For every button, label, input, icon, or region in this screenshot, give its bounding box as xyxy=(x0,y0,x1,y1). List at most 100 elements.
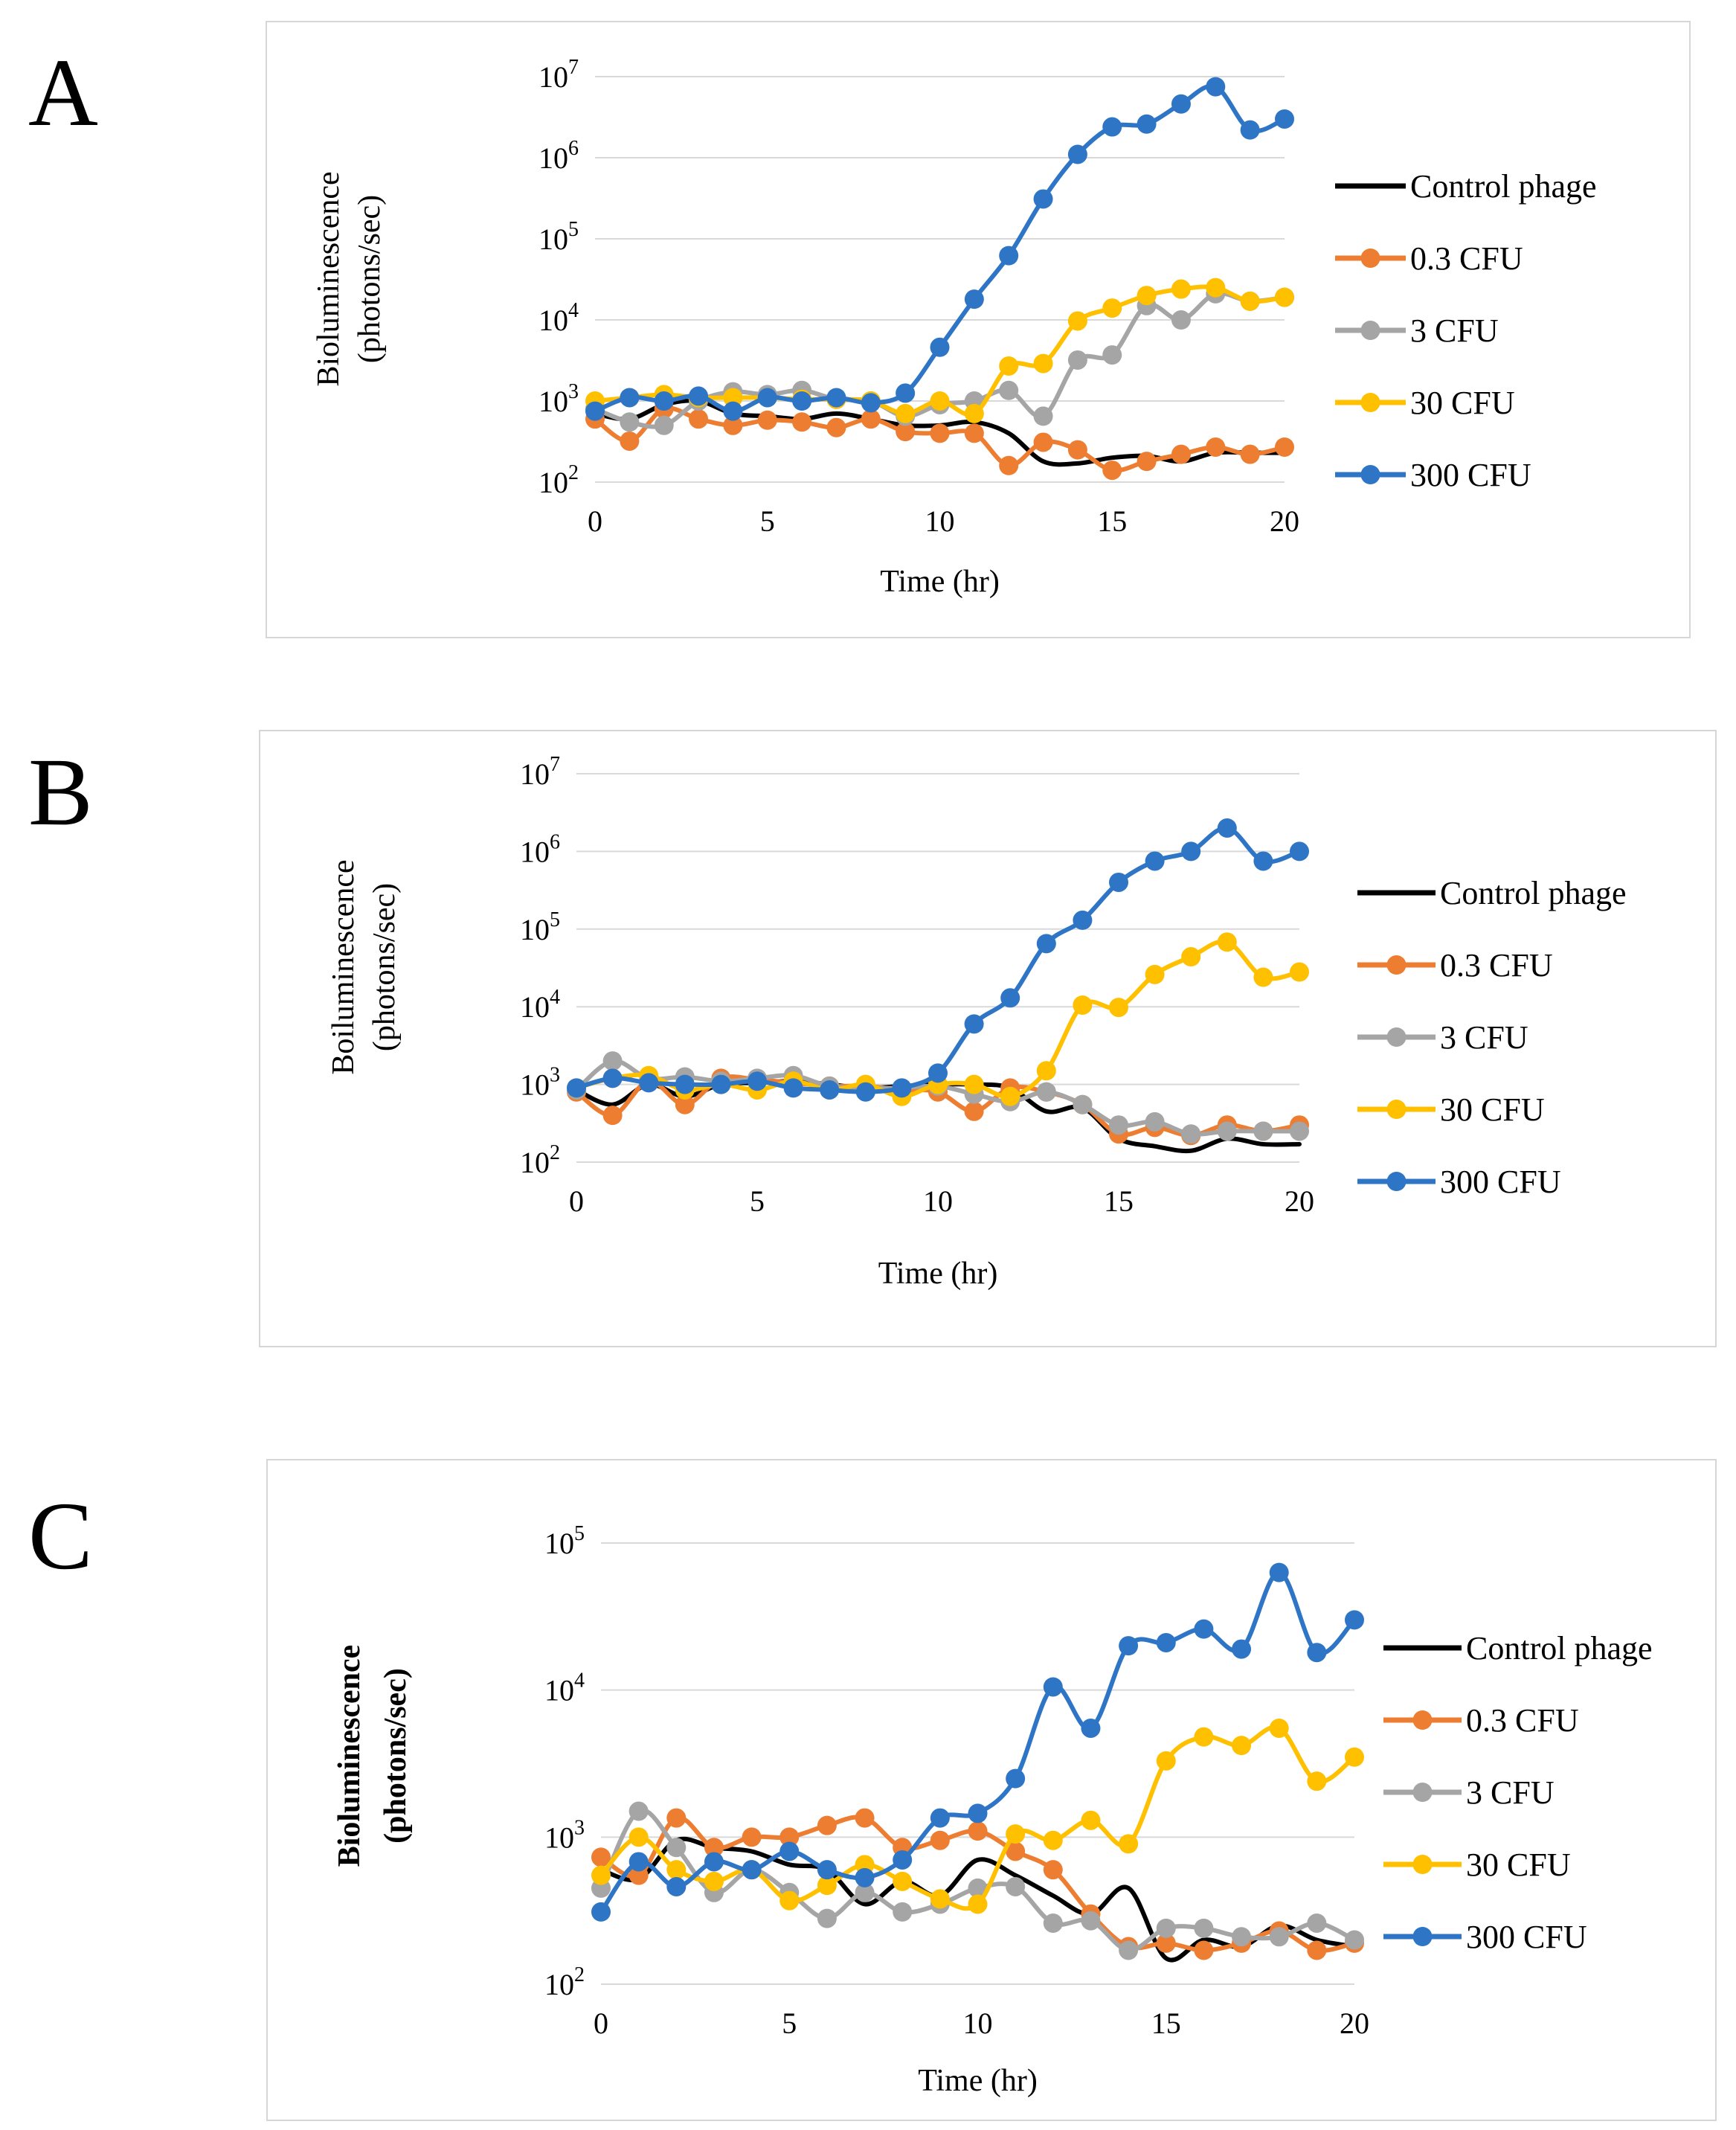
data-point xyxy=(654,415,674,435)
data-point xyxy=(1006,1768,1026,1789)
data-point xyxy=(1102,117,1122,137)
y-tick-base: 10 xyxy=(520,757,550,791)
data-point xyxy=(1033,406,1053,426)
legend-marker xyxy=(1386,1100,1407,1119)
data-point xyxy=(1206,437,1226,457)
data-point xyxy=(1067,311,1087,331)
y-tick-exponent: 4 xyxy=(568,299,579,322)
series-line xyxy=(593,83,1287,414)
data-point xyxy=(1145,964,1165,984)
legend-label: 3 CFU xyxy=(1410,312,1499,349)
data-point xyxy=(742,1860,762,1880)
y-tick-exponent: 3 xyxy=(568,380,579,403)
x-tick-label: 0 xyxy=(594,2007,608,2040)
y-tick-label: 106 xyxy=(539,137,579,175)
data-point xyxy=(1181,841,1201,862)
data-point xyxy=(1232,1639,1252,1659)
y-axis-title-line: (photons/sec) xyxy=(379,1668,413,1844)
y-tick-exponent: 3 xyxy=(550,1064,560,1087)
x-tick-label: 20 xyxy=(1285,1184,1314,1218)
data-point xyxy=(1194,1940,1214,1960)
data-point xyxy=(1081,1911,1101,1931)
data-point xyxy=(1253,967,1273,987)
data-point xyxy=(1194,1918,1214,1938)
data-point xyxy=(1275,437,1294,457)
legend-entry: Control phage xyxy=(1357,875,1627,911)
chart-frame-a xyxy=(266,21,1691,638)
data-point xyxy=(1269,1927,1289,1947)
data-point xyxy=(1119,1834,1139,1854)
legend-label: 0.3 CFU xyxy=(1440,947,1553,984)
data-point xyxy=(1232,1927,1252,1947)
legend-label: 30 CFU xyxy=(1410,385,1515,421)
y-tick-base: 10 xyxy=(520,990,550,1024)
data-point xyxy=(892,1078,912,1098)
y-tick-label: 103 xyxy=(539,380,579,418)
data-point xyxy=(1109,998,1128,1018)
data-point xyxy=(1253,1121,1273,1141)
data-point xyxy=(1240,444,1260,464)
data-point xyxy=(964,403,984,423)
data-point xyxy=(817,1876,837,1896)
panel-letter-a: A xyxy=(28,39,98,147)
data-point xyxy=(1345,1747,1364,1767)
data-point xyxy=(964,1014,984,1034)
legend-label: Control phage xyxy=(1410,168,1597,205)
legend-label: 300 CFU xyxy=(1410,457,1531,493)
data-point xyxy=(1137,452,1157,472)
data-point xyxy=(620,388,640,408)
data-point xyxy=(855,1808,875,1828)
data-point xyxy=(602,1068,623,1088)
data-point xyxy=(1253,851,1273,871)
y-tick-exponent: 7 xyxy=(550,753,560,776)
legend-entry: 3 CFU xyxy=(1383,1774,1555,1811)
data-point xyxy=(1043,1913,1063,1933)
y-tick-exponent: 5 xyxy=(574,1522,585,1545)
legend-marker xyxy=(1412,1855,1433,1874)
y-tick-base: 10 xyxy=(544,1821,574,1854)
data-point xyxy=(1119,1636,1139,1656)
legend-marker xyxy=(1412,1783,1433,1802)
data-point xyxy=(1171,310,1191,330)
legend-entry: 3 CFU xyxy=(1335,312,1499,349)
data-point xyxy=(1345,1610,1364,1630)
data-point xyxy=(602,1106,623,1126)
legend-label: 3 CFU xyxy=(1440,1019,1528,1056)
data-point xyxy=(930,1889,950,1909)
y-tick-label: 105 xyxy=(539,218,579,256)
x-tick-label: 15 xyxy=(1151,2007,1181,2040)
x-tick-label: 5 xyxy=(750,1184,765,1218)
x-tick-label: 10 xyxy=(925,504,955,538)
legend-entry: Control phage xyxy=(1335,168,1597,205)
data-point xyxy=(620,412,640,432)
data-point xyxy=(1137,286,1157,306)
data-point xyxy=(861,393,881,413)
data-point xyxy=(1181,947,1201,967)
data-point xyxy=(930,391,950,411)
legend-label: 300 CFU xyxy=(1440,1164,1561,1200)
data-point xyxy=(629,1852,649,1872)
data-point xyxy=(748,1071,767,1091)
data-point xyxy=(1307,1771,1327,1791)
data-point xyxy=(742,1827,762,1847)
data-point xyxy=(1073,995,1093,1015)
legend-label: 300 CFU xyxy=(1466,1919,1587,1955)
data-point xyxy=(1036,1061,1056,1081)
data-point xyxy=(585,401,605,421)
data-point xyxy=(1000,1086,1020,1106)
y-tick-label: 102 xyxy=(539,461,579,499)
data-point xyxy=(704,1871,724,1891)
data-point xyxy=(1345,1930,1364,1950)
data-point xyxy=(666,1876,687,1896)
data-point xyxy=(1033,432,1053,452)
series-300-cfu xyxy=(567,818,1309,1102)
data-point xyxy=(999,455,1019,475)
x-tick-label: 15 xyxy=(1097,504,1127,538)
data-point xyxy=(689,386,709,406)
legend-entry: 300 CFU xyxy=(1383,1919,1587,1955)
y-tick-exponent: 4 xyxy=(574,1669,585,1693)
data-point xyxy=(792,412,812,432)
y-tick-base: 10 xyxy=(539,222,568,256)
legend-entry: 30 CFU xyxy=(1357,1091,1545,1128)
